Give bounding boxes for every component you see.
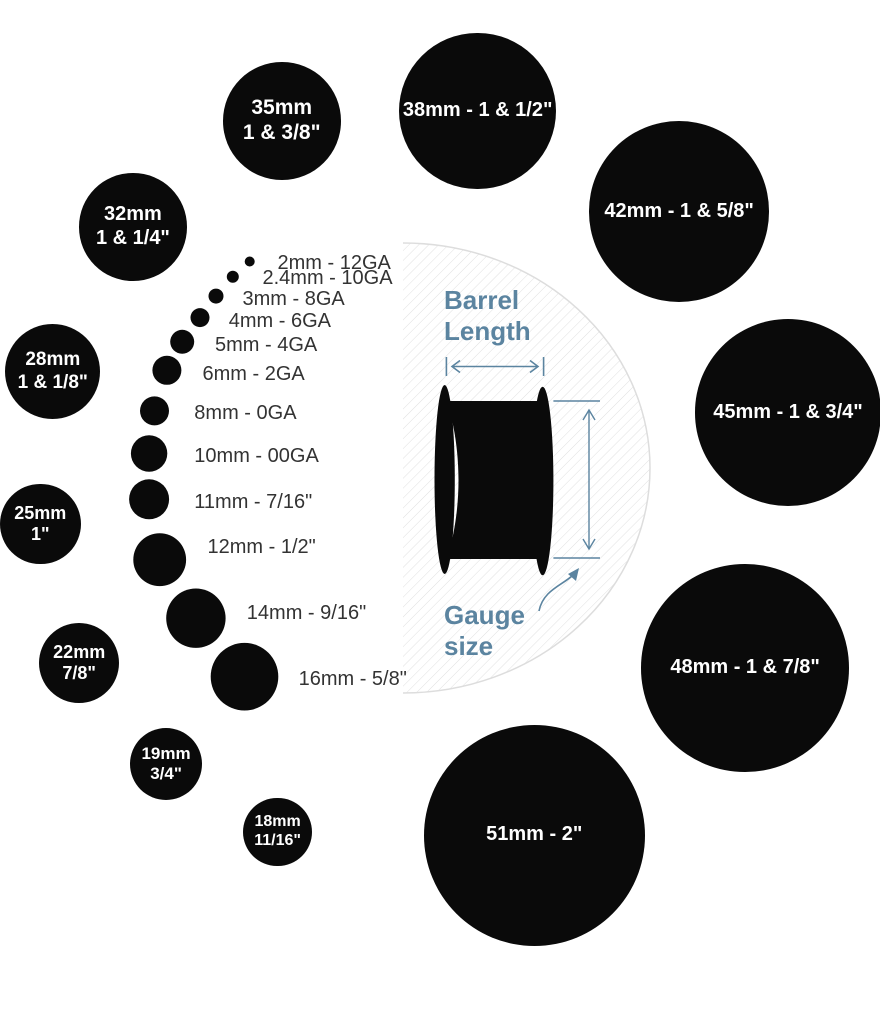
svg-text:2.4mm - 10GA: 2.4mm - 10GA bbox=[263, 267, 394, 289]
svg-text:10mm - 00GA: 10mm - 00GA bbox=[194, 445, 319, 467]
svg-text:8mm - 0GA: 8mm - 0GA bbox=[194, 402, 297, 424]
svg-text:5mm - 4GA: 5mm - 4GA bbox=[215, 334, 318, 356]
svg-text:11mm - 7/16": 11mm - 7/16" bbox=[194, 491, 312, 513]
svg-text:4mm - 6GA: 4mm - 6GA bbox=[229, 310, 332, 332]
svg-text:14mm - 9/16": 14mm - 9/16" bbox=[247, 602, 366, 624]
svg-text:6mm - 2GA: 6mm - 2GA bbox=[203, 363, 306, 385]
svg-text:16mm - 5/8": 16mm - 5/8" bbox=[299, 668, 407, 690]
svg-text:12mm - 1/2": 12mm - 1/2" bbox=[208, 536, 316, 558]
svg-text:3mm - 8GA: 3mm - 8GA bbox=[243, 288, 346, 310]
